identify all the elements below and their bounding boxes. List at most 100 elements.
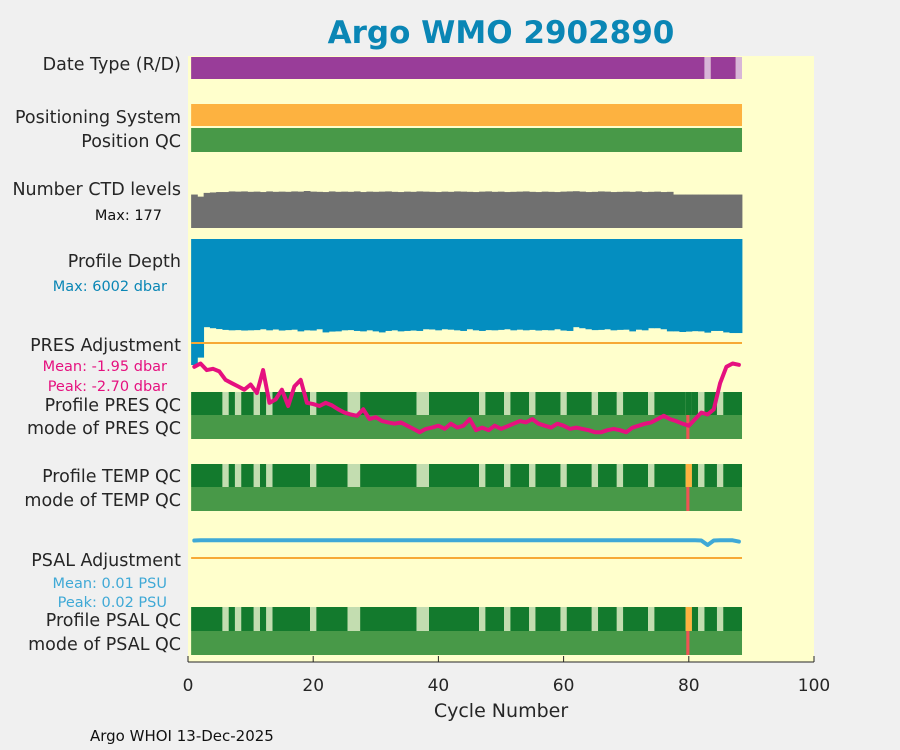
profile-pres-qc-segment <box>347 392 361 415</box>
profile-temp-qc-segment <box>272 464 311 487</box>
profile-temp-qc-segment <box>704 464 717 487</box>
row-label-mode-psal-qc: mode of PSAL QC <box>28 635 181 655</box>
profile-temp-qc-segment <box>347 464 361 487</box>
profile-depth-bar <box>435 239 442 331</box>
ctd-levels-bar <box>247 191 255 228</box>
profile-psal-qc-segment <box>535 607 561 631</box>
x-axis-label: Cycle Number <box>434 700 568 722</box>
ctd-levels-bar <box>454 191 461 228</box>
profile-pres-qc-segment <box>623 392 649 415</box>
profile-depth-bar <box>197 239 205 358</box>
ctd-levels-bar <box>554 192 561 228</box>
profile-pres-qc-segment <box>698 392 705 415</box>
profile-depth-bar <box>679 239 687 332</box>
profile-depth-bar <box>335 239 342 332</box>
ctd-levels-bar <box>522 191 530 228</box>
profile-depth-bar <box>397 239 405 332</box>
profile-temp-qc-segment <box>222 464 229 487</box>
profile-psal-qc-segment <box>591 607 599 631</box>
ctd-levels-bar <box>460 191 467 228</box>
ctd-levels-bar <box>510 191 518 228</box>
ctd-levels-bar <box>353 191 361 228</box>
ctd-levels-bar <box>591 191 599 228</box>
ctd-levels-bar <box>422 191 430 228</box>
profile-temp-qc-segment <box>266 464 273 487</box>
profile-temp-qc-segment <box>416 464 430 487</box>
profile-depth-bar <box>347 239 355 331</box>
profile-temp-qc-segment <box>623 464 649 487</box>
ctd-levels-bar <box>447 191 455 228</box>
profile-pres-qc-segment <box>504 392 511 415</box>
profile-temp-qc-segment <box>598 464 617 487</box>
profile-depth-bar <box>454 239 461 331</box>
ctd-levels-bar <box>203 192 211 228</box>
profile-depth-bar <box>328 239 336 332</box>
profile-temp-qc-segment <box>691 464 699 487</box>
profile-pres-qc-segment <box>716 392 724 415</box>
profile-depth-bar <box>572 239 580 328</box>
profile-psal-qc-segment <box>272 607 311 631</box>
ctd-levels-bar <box>685 194 693 228</box>
ctd-levels-bar <box>497 191 505 228</box>
profile-temp-qc-segment <box>616 464 624 487</box>
row-label-psal-adjustment: PSAL Adjustment <box>31 551 181 571</box>
ctd-levels-bar <box>253 191 261 228</box>
ctd-levels-bar <box>716 194 724 228</box>
ctd-levels-bar <box>234 191 242 228</box>
profile-depth-bar <box>253 239 261 331</box>
profile-depth-bar <box>504 239 511 330</box>
profile-depth-bar <box>660 239 668 330</box>
profile-depth-bar <box>579 239 586 329</box>
ctd-levels-bar <box>585 192 593 228</box>
ctd-levels-bar <box>698 194 705 228</box>
ctd-levels-bar <box>416 191 424 228</box>
ctd-levels-bar <box>291 191 298 228</box>
footer-credit: Argo WHOI 13-Dec-2025 <box>90 727 274 745</box>
profile-pres-qc-segment <box>241 392 254 415</box>
mode-temp-qc-bad <box>686 487 690 511</box>
ctd-levels-bar <box>560 191 568 228</box>
ctd-levels-bar <box>360 192 367 228</box>
profile-depth-bar <box>516 239 524 330</box>
profile-psal-qc-segment <box>479 607 486 631</box>
profile-depth-bar <box>704 239 712 333</box>
mode-temp-qc-band <box>191 487 743 511</box>
profile-depth-bar <box>341 239 349 331</box>
ctd-levels-bar <box>673 194 680 228</box>
ctd-levels-bar <box>429 191 436 228</box>
profile-temp-qc-segment <box>698 464 705 487</box>
row-label-profile-psal-qc: Profile PSAL QC <box>46 611 181 631</box>
ctd-levels-bar <box>704 194 712 228</box>
profile-depth-bar <box>460 239 467 331</box>
profile-depth-bar <box>629 239 636 332</box>
profile-depth-bar <box>522 239 530 331</box>
ctd-levels-bar <box>297 191 305 228</box>
ctd-levels-bar <box>566 191 574 228</box>
profile-psal-qc-segment <box>504 607 511 631</box>
profile-temp-qc-segment <box>685 464 692 487</box>
profile-temp-qc-segment <box>591 464 599 487</box>
profile-psal-qc-segment <box>566 607 592 631</box>
profile-psal-qc-segment <box>616 607 624 631</box>
ctd-levels-bar <box>278 191 286 228</box>
profile-depth-bar <box>403 239 411 331</box>
date-type-segment <box>191 57 705 79</box>
ctd-levels-bar <box>372 191 380 228</box>
ctd-levels-bar <box>222 192 230 228</box>
profile-depth-bar <box>510 239 518 331</box>
row-label-profile-temp-qc: Profile TEMP QC <box>42 467 181 487</box>
profile-depth-bar <box>610 239 618 331</box>
profile-psal-qc-segment <box>654 607 686 631</box>
ctd-levels-bar <box>191 194 198 228</box>
ctd-levels-bar <box>547 191 555 228</box>
row-labels: Date Type (R/D) Positioning System Posit… <box>12 55 181 655</box>
ctd-levels-bar <box>435 192 442 228</box>
profile-temp-qc-segment <box>716 464 724 487</box>
ctd-levels-bar <box>579 191 586 228</box>
plot-area <box>188 56 814 662</box>
profile-psal-qc-segment <box>685 607 692 631</box>
ctd-levels-bar <box>385 191 392 228</box>
ctd-levels-bar <box>572 191 580 228</box>
profile-depth-bar <box>535 239 543 331</box>
